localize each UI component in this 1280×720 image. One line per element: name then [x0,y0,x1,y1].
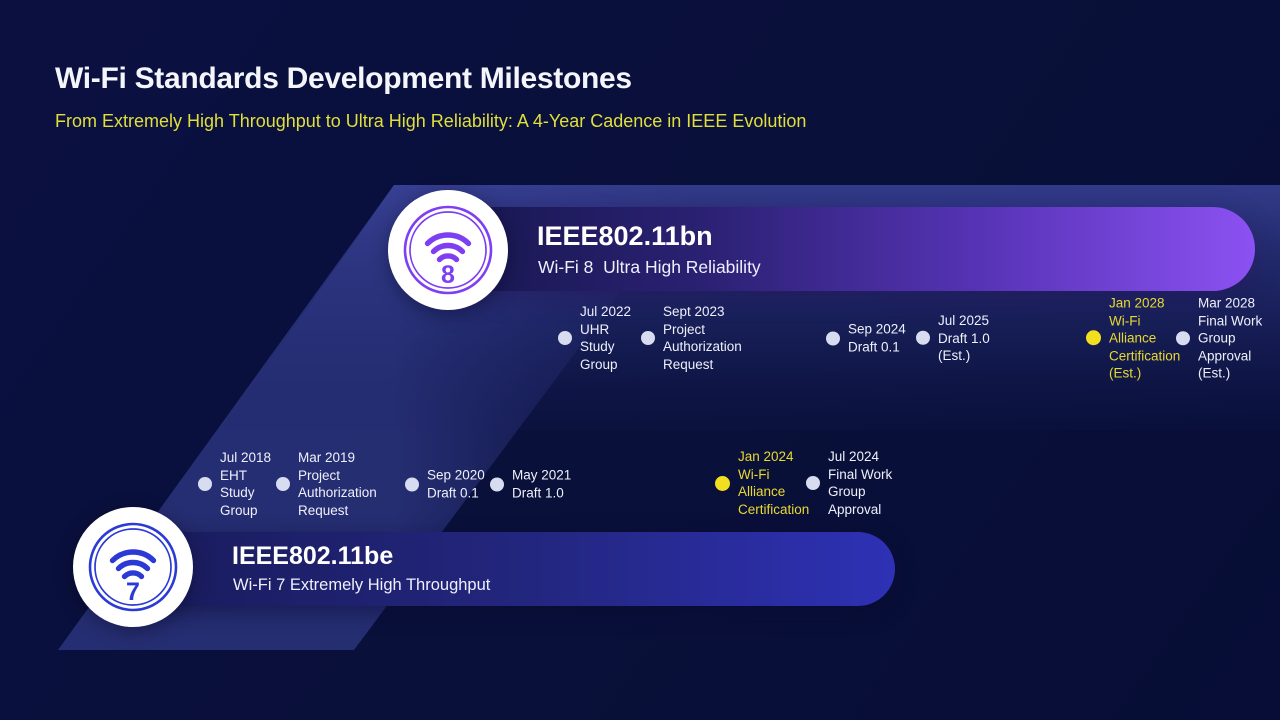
milestone-label: Mar 2019 Project Authorization Request [298,450,377,518]
milestone-label: Sep 2020 Draft 0.1 [427,467,485,501]
wifi7-timeline-bar: IEEE802.11be Wi-Fi 7 Extremely High Thro… [133,532,895,606]
milestone-label: Jul 2024 Final Work Group Approval [828,449,893,517]
milestone-dot-highlight [715,475,730,491]
milestone-dot [1176,331,1190,345]
milestone-wifi7-draft10: May 2021 Draft 1.0 [490,467,571,502]
milestone-label: Sep 2024 Draft 0.1 [848,321,906,355]
wifi8-timeline-bar: IEEE802.11bn Wi-Fi 8 Ultra High Reliabil… [447,207,1255,291]
wifi7-badge-number: 7 [126,578,140,606]
milestone-dot [276,477,290,491]
wifi7-icon: 7 [88,522,178,612]
milestone-wifi8-final-approval: Mar 2028 Final Work Group Approval (Est.… [1176,294,1262,382]
milestone-label: Jul 2025 Draft 1.0 (Est.) [938,312,990,363]
page-title: Wi-Fi Standards Development Milestones [55,62,632,95]
milestone-wifi8-par: Sept 2023 Project Authorization Request [641,303,742,373]
milestone-dot [198,477,212,491]
wifi8-standard-name: IEEE802.11bn [537,221,713,251]
milestone-dot [558,331,572,345]
milestone-dot [826,331,840,345]
milestone-label: Jan 2028 Wi-Fi Alliance Certification (E… [1109,295,1181,381]
milestone-wifi8-draft01: Sep 2024 Draft 0.1 [826,321,906,356]
milestone-wifi8-certification: Jan 2028 Wi-Fi Alliance Certification (E… [1086,294,1180,382]
milestone-label: Jan 2024 Wi-Fi Alliance Certification [738,449,810,517]
milestone-label: May 2021 Draft 1.0 [512,467,572,501]
wifi7-generation-name: Wi-Fi 7 Extremely High Throughput [233,576,491,594]
wifi8-icon: 8 [403,205,493,295]
milestone-dot [641,331,655,345]
milestone-dot-highlight [1086,330,1101,346]
page-subtitle: From Extremely High Throughput to Ultra … [55,111,807,131]
wifi8-badge-number: 8 [441,261,455,289]
wifi7-standard-name: IEEE802.11be [232,542,394,570]
milestone-wifi7-par: Mar 2019 Project Authorization Request [276,449,377,519]
milestone-wifi8-draft10: Jul 2025 Draft 1.0 (Est.) [916,312,990,365]
milestone-dot [916,331,930,345]
wifi8-badge: 8 [388,190,508,310]
milestone-wifi7-certification: Jan 2024 Wi-Fi Alliance Certification [715,448,809,518]
milestone-dot [490,477,504,491]
milestone-label: Jul 2022 UHR Study Group [580,304,632,372]
milestone-label: Mar 2028 Final Work Group Approval (Est.… [1198,295,1263,381]
milestone-dot [405,477,419,491]
wifi8-generation-name: Wi-Fi 8 Ultra High Reliability [538,257,761,277]
wifi7-badge: 7 [73,507,193,627]
milestone-wifi8-uhr-study-group: Jul 2022 UHR Study Group [558,303,631,373]
milestone-wifi7-draft01: Sep 2020 Draft 0.1 [405,467,485,502]
milestone-label: Sept 2023 Project Authorization Request [663,304,742,372]
milestone-wifi7-eht-study-group: Jul 2018 EHT Study Group [198,449,271,519]
milestone-dot [806,476,820,490]
milestone-wifi7-final-approval: Jul 2024 Final Work Group Approval [806,448,892,518]
milestone-label: Jul 2018 EHT Study Group [220,450,272,518]
